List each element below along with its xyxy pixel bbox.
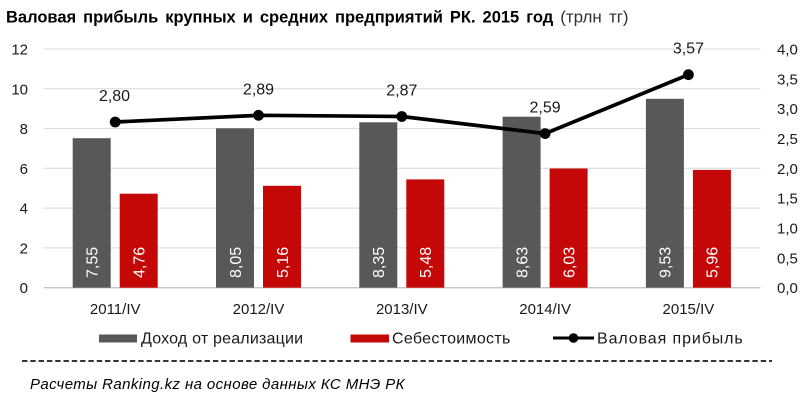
svg-text:0: 0 xyxy=(20,280,28,297)
svg-text:2014/IV: 2014/IV xyxy=(519,301,571,318)
svg-text:1,5: 1,5 xyxy=(777,191,798,208)
svg-text:2013/IV: 2013/IV xyxy=(376,301,428,318)
svg-text:0,0: 0,0 xyxy=(777,280,798,297)
svg-text:2,0: 2,0 xyxy=(777,161,798,178)
svg-text:5,96: 5,96 xyxy=(705,247,722,278)
svg-text:4: 4 xyxy=(20,201,28,218)
svg-text:Себестоимость: Себестоимость xyxy=(392,331,511,348)
svg-text:2,87: 2,87 xyxy=(386,83,417,100)
svg-text:7,55: 7,55 xyxy=(85,247,102,278)
svg-text:2012/IV: 2012/IV xyxy=(233,301,285,318)
svg-text:2: 2 xyxy=(20,240,28,257)
svg-text:Валовая прибыль: Валовая прибыль xyxy=(597,331,744,348)
svg-text:3,57: 3,57 xyxy=(673,41,704,58)
svg-text:Доход от реализации: Доход от реализации xyxy=(141,331,303,348)
svg-text:5,48: 5,48 xyxy=(418,247,435,278)
svg-text:Валовая прибыль крупных и сред: Валовая прибыль крупных и средних предпр… xyxy=(6,8,629,27)
svg-text:2,80: 2,80 xyxy=(99,88,130,105)
svg-text:4,0: 4,0 xyxy=(777,42,798,59)
svg-text:1,0: 1,0 xyxy=(777,221,798,238)
svg-text:3,0: 3,0 xyxy=(777,101,798,118)
svg-text:8,35: 8,35 xyxy=(371,247,388,278)
svg-text:6,03: 6,03 xyxy=(561,247,578,278)
svg-text:4,76: 4,76 xyxy=(132,247,149,278)
svg-text:0,5: 0,5 xyxy=(777,250,798,267)
svg-text:2,89: 2,89 xyxy=(243,81,274,98)
svg-text:3,5: 3,5 xyxy=(777,71,798,88)
svg-text:2,5: 2,5 xyxy=(777,131,798,148)
svg-text:8,63: 8,63 xyxy=(514,247,531,278)
svg-text:10: 10 xyxy=(11,81,28,98)
svg-text:8: 8 xyxy=(20,121,28,138)
svg-text:2011/IV: 2011/IV xyxy=(90,301,141,318)
svg-text:2015/IV: 2015/IV xyxy=(663,301,715,318)
svg-text:5,16: 5,16 xyxy=(275,247,292,278)
svg-text:2,59: 2,59 xyxy=(530,100,561,117)
svg-text:Расчеты Ranking.kz на основе д: Расчеты Ranking.kz на основе данных КС М… xyxy=(30,376,406,393)
svg-text:9,53: 9,53 xyxy=(658,247,675,278)
svg-text:6: 6 xyxy=(20,161,28,178)
svg-text:12: 12 xyxy=(11,42,28,59)
svg-text:8,05: 8,05 xyxy=(228,247,245,278)
